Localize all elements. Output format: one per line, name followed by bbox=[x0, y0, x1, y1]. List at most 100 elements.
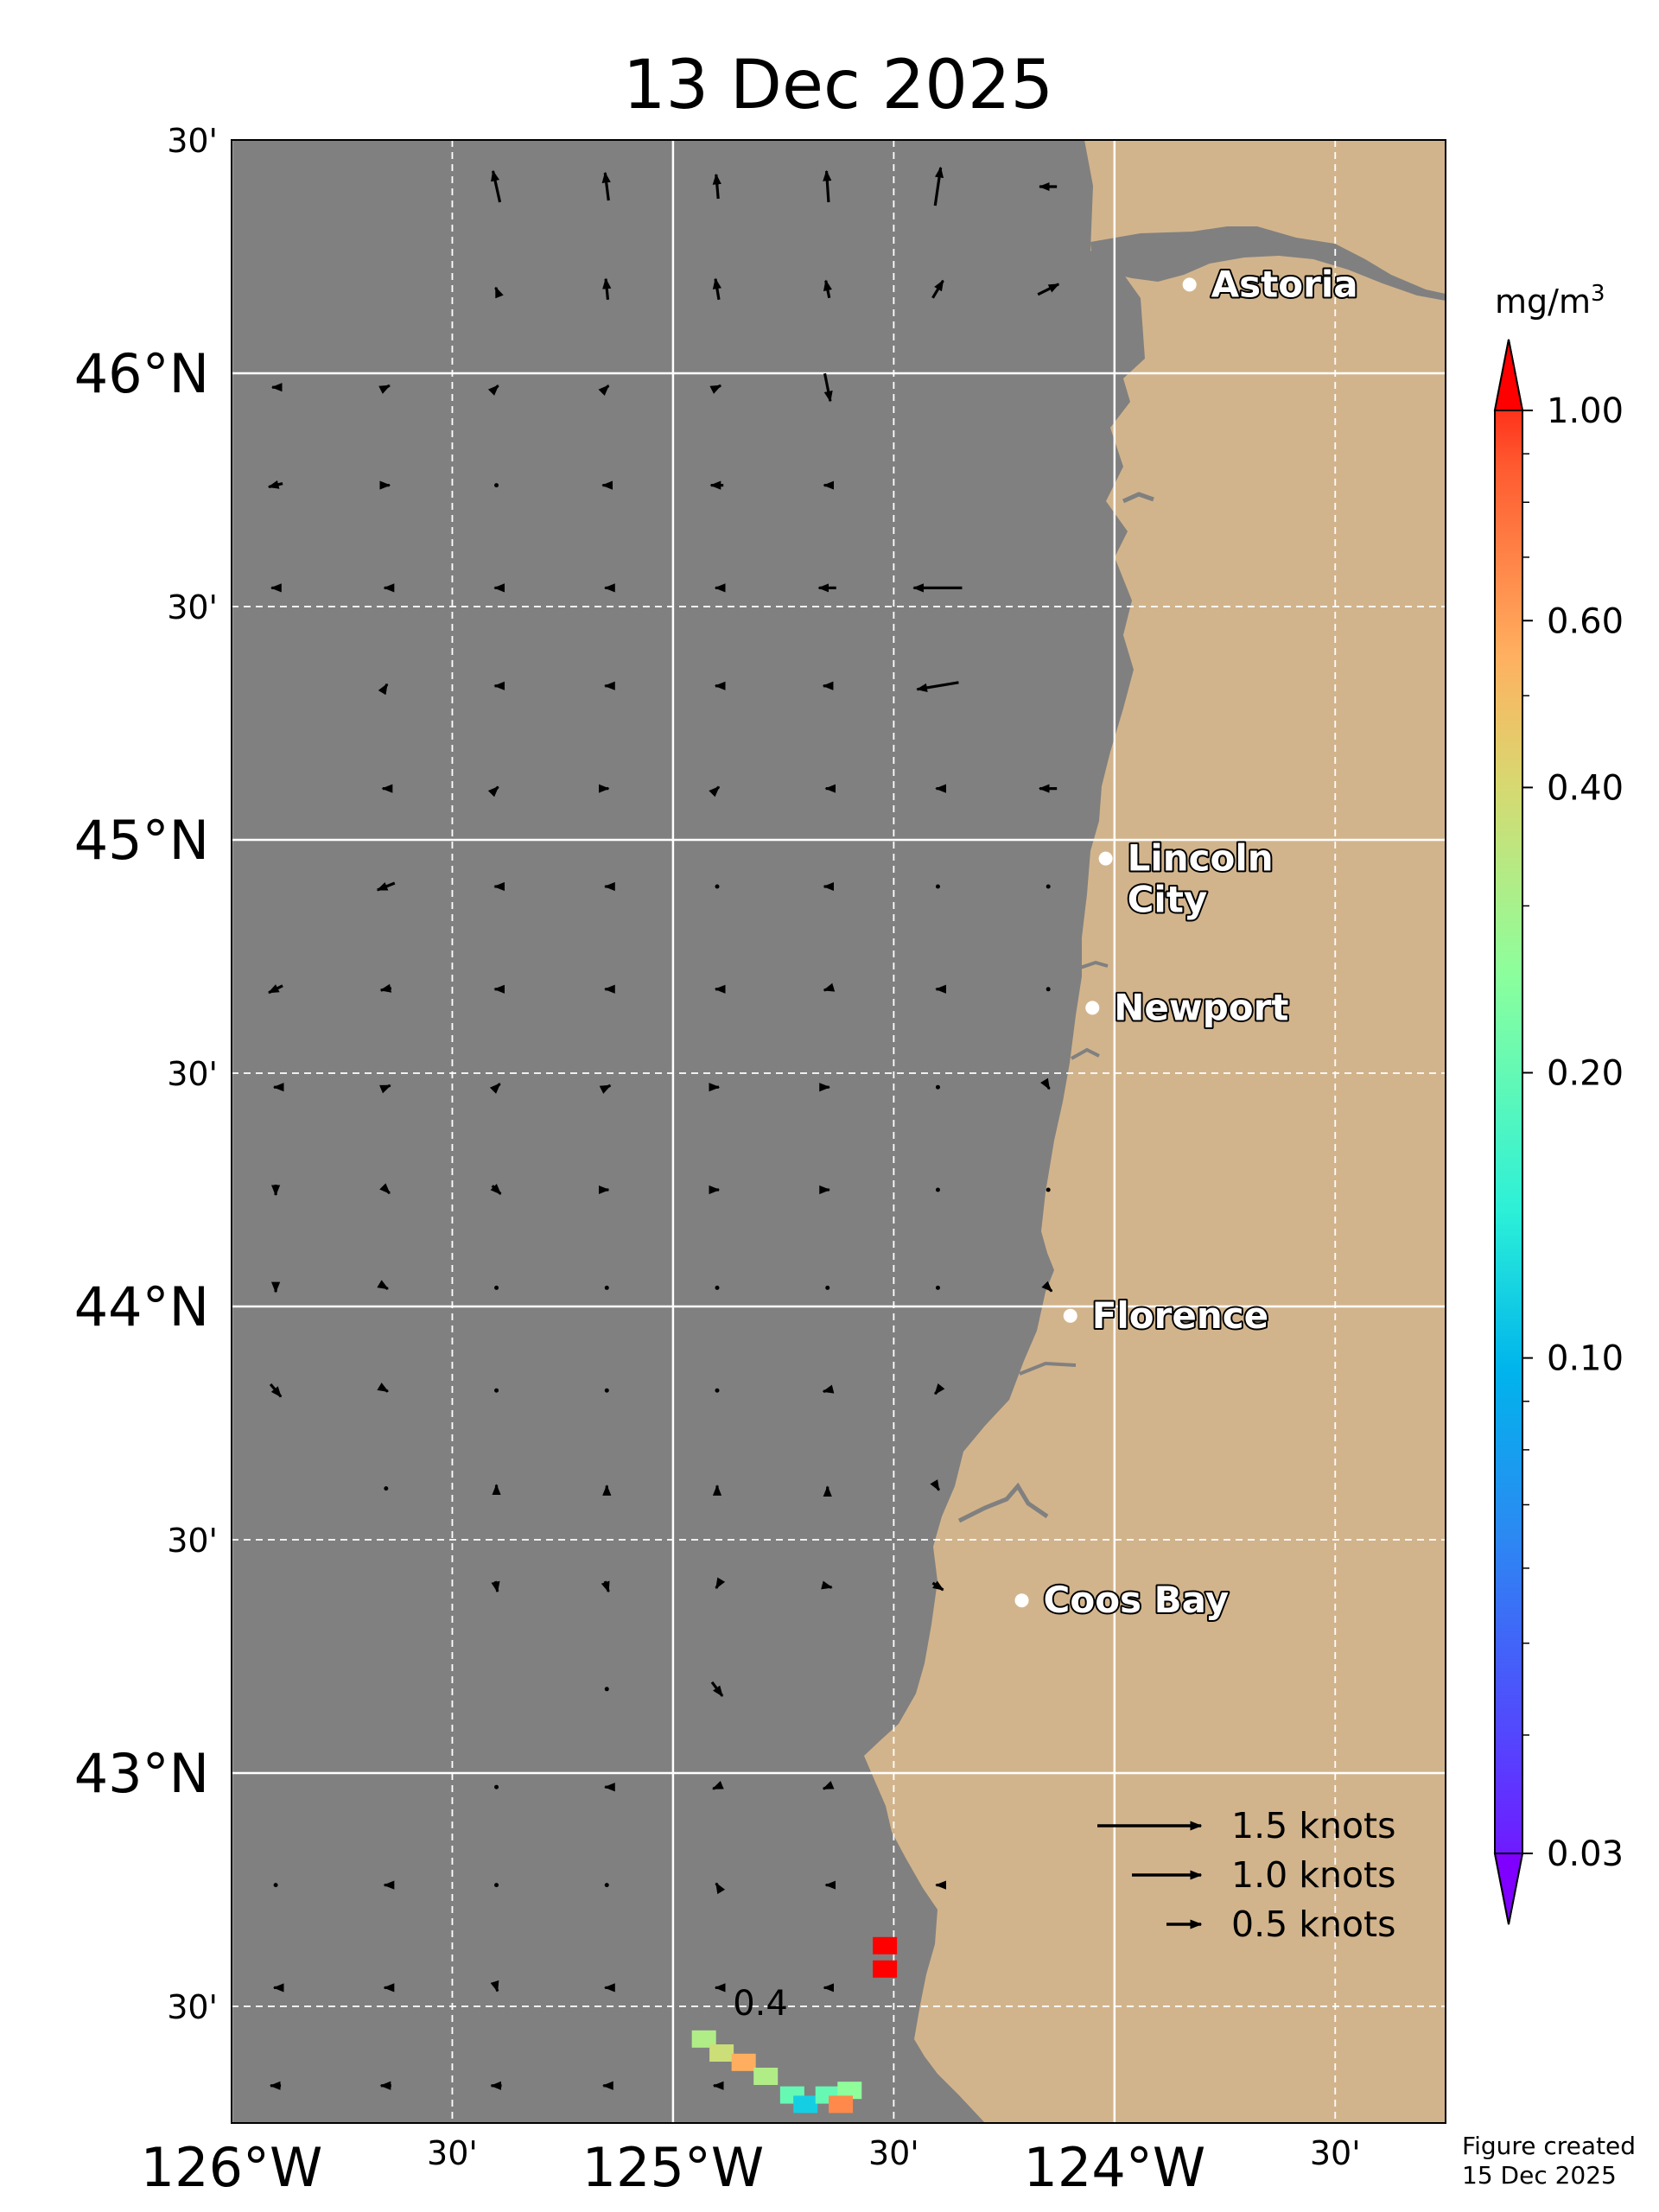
current-vector bbox=[930, 1479, 941, 1491]
columbia-river bbox=[1090, 226, 1446, 301]
current-vector bbox=[715, 1577, 726, 1590]
current-vector bbox=[823, 279, 833, 299]
lat-tick-label: 43°N bbox=[74, 1742, 209, 1805]
current-vector bbox=[1037, 283, 1060, 296]
estuary-coos bbox=[957, 1482, 1049, 1523]
current-vector bbox=[604, 1388, 609, 1393]
lat-tick-label: 30' bbox=[167, 1988, 218, 2026]
estuary-yaquina bbox=[1079, 960, 1109, 969]
legend-label: 0.5 knots bbox=[1231, 1904, 1396, 1945]
lon-tick-label: 125°W bbox=[582, 2136, 765, 2199]
city-dot bbox=[1014, 1593, 1029, 1608]
current-vector bbox=[604, 1883, 609, 1888]
current-vector bbox=[269, 1382, 283, 1398]
current-vector bbox=[267, 480, 283, 489]
chlorophyll-cell bbox=[829, 2095, 854, 2113]
credit-line-1: Figure created bbox=[1462, 2132, 1636, 2160]
chlorophyll-cell bbox=[944, 2203, 968, 2212]
current-vector bbox=[494, 483, 499, 488]
lat-tick-label: 46°N bbox=[74, 342, 209, 405]
current-vector bbox=[494, 1883, 499, 1888]
legend-label: 1.0 knots bbox=[1231, 1854, 1396, 1896]
current-vector bbox=[384, 1486, 389, 1491]
chlorophyll-cell bbox=[917, 2194, 941, 2211]
current-vector bbox=[494, 1784, 499, 1789]
current-vector bbox=[935, 1187, 940, 1192]
current-vector bbox=[715, 1285, 720, 1290]
chlorophyll-cell bbox=[873, 1936, 898, 1955]
current-vector bbox=[931, 1580, 944, 1592]
current-vector bbox=[489, 1083, 501, 1094]
current-vector bbox=[491, 169, 502, 203]
current-vector bbox=[491, 1580, 500, 1593]
city-dot bbox=[1182, 277, 1197, 292]
current-vector bbox=[378, 683, 389, 696]
longitude-labels: 126°W 30' 125°W 30' 124°W 30' bbox=[141, 2134, 1361, 2199]
current-vector bbox=[823, 169, 832, 203]
current-vector bbox=[715, 1388, 720, 1393]
colorbar-bar bbox=[1494, 339, 1523, 1925]
current-vector bbox=[825, 1285, 830, 1290]
map-title: 13 Dec 2025 bbox=[623, 47, 1053, 124]
lat-tick-label: 45°N bbox=[74, 809, 209, 872]
lat-tick-label: 44°N bbox=[74, 1275, 209, 1338]
current-vector bbox=[933, 166, 944, 207]
city-label: Coos Bay bbox=[1044, 1579, 1230, 1621]
current-vector bbox=[1040, 1077, 1051, 1090]
current-vector bbox=[712, 277, 721, 301]
city-label: Astoria bbox=[1211, 263, 1358, 305]
current-vector bbox=[378, 384, 391, 394]
land-oregon-coast bbox=[864, 140, 1446, 2123]
lon-tick-label: 30' bbox=[868, 2134, 919, 2172]
colorbar-under-arrow bbox=[1493, 1853, 1524, 1925]
current-vector bbox=[934, 1383, 945, 1395]
current-vector bbox=[822, 1781, 835, 1790]
current-vector bbox=[709, 384, 722, 394]
colorbar-tick-label: 1.00 bbox=[1547, 391, 1624, 431]
lon-tick-label: 126°W bbox=[141, 2136, 323, 2199]
current-vector bbox=[379, 983, 392, 993]
chlorophyll-cell bbox=[691, 2030, 716, 2048]
current-vector bbox=[487, 785, 499, 798]
latitude-labels: 30' 46°N 30' 45°N 30' 44°N 30' 43°N 30' bbox=[74, 122, 218, 2026]
current-vector bbox=[273, 1883, 278, 1888]
colorbar-tick-label: 0.03 bbox=[1547, 1834, 1624, 1874]
current-vector bbox=[1046, 1187, 1051, 1192]
lon-tick-label: 30' bbox=[427, 2134, 478, 2172]
chlorophyll-cell bbox=[753, 2068, 779, 2085]
current-vector bbox=[1041, 1281, 1053, 1293]
colorbar: mg/m3 1.00 0.60 0.40 0.20 0.10 0.03 bbox=[1493, 281, 1624, 1925]
lon-tick-label: 30' bbox=[1310, 2134, 1361, 2172]
legend-label: 1.5 knots bbox=[1231, 1805, 1396, 1847]
city-dot bbox=[1098, 851, 1113, 866]
gridlines bbox=[232, 140, 1446, 2123]
estuary-siuslaw bbox=[1019, 1361, 1077, 1376]
current-vector bbox=[379, 1183, 391, 1195]
chlorophyll-cell bbox=[793, 2095, 818, 2113]
current-vector bbox=[601, 1580, 610, 1593]
estuary-tillamook bbox=[1122, 492, 1154, 504]
current-vector bbox=[379, 1084, 391, 1094]
current-vector bbox=[822, 1384, 835, 1394]
lat-tick-label: 30' bbox=[167, 588, 218, 626]
current-vector bbox=[602, 277, 612, 300]
current-vector bbox=[267, 984, 283, 995]
current-vector bbox=[494, 286, 504, 299]
current-vector bbox=[487, 385, 499, 396]
current-vector bbox=[712, 1781, 724, 1790]
current-vector bbox=[494, 1388, 499, 1393]
chlorophyll-cell bbox=[837, 2082, 862, 2100]
estuary-alsea bbox=[1071, 1047, 1100, 1060]
current-vector bbox=[935, 884, 940, 889]
current-vector bbox=[931, 279, 944, 299]
vector-legend: 1.5 knots 1.0 knots 0.5 knots bbox=[1097, 1805, 1396, 1945]
colorbar-tick-label: 0.10 bbox=[1547, 1339, 1624, 1379]
current-vector bbox=[604, 1687, 609, 1692]
colorbar-tick-label: 0.60 bbox=[1547, 601, 1624, 641]
current-vector bbox=[494, 1285, 499, 1290]
lat-tick-label: 30' bbox=[167, 122, 218, 160]
current-vector bbox=[709, 785, 721, 798]
contour-label: 0.4 bbox=[733, 1984, 788, 2024]
chlorophyll-layer bbox=[691, 1936, 968, 2212]
